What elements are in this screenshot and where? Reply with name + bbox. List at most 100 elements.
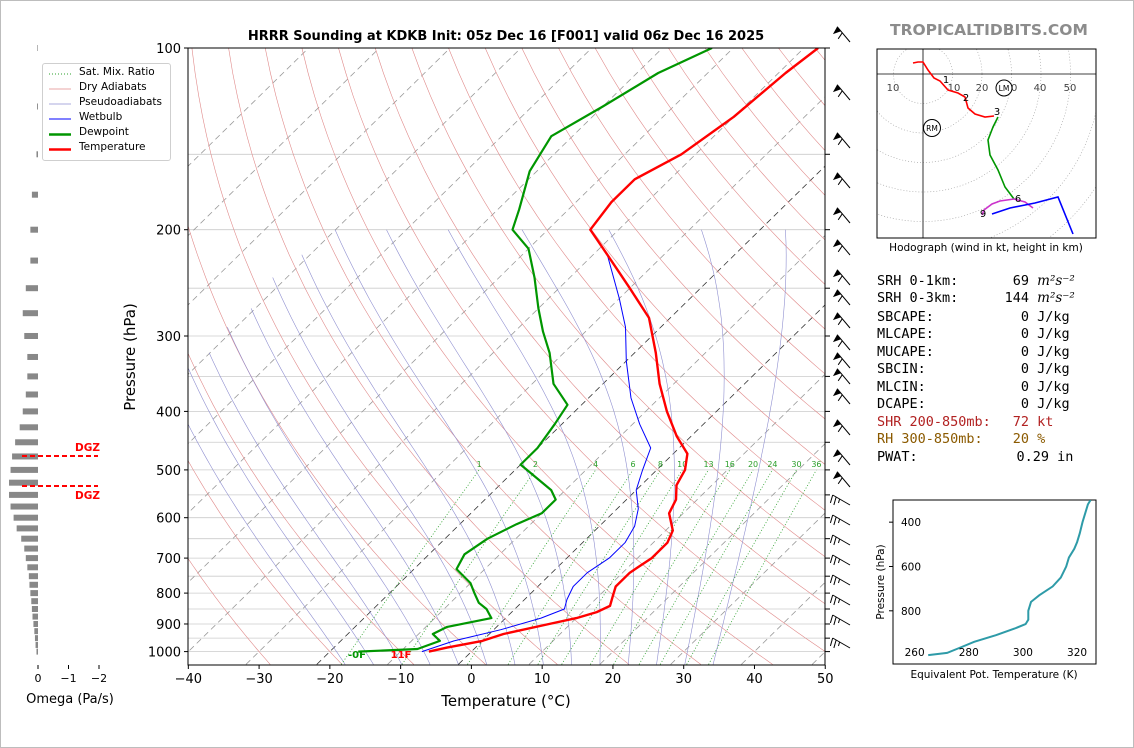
x-tick-label: 40 <box>746 672 763 687</box>
barb-flag <box>832 471 842 480</box>
barb-flag <box>832 388 842 397</box>
wind-barb <box>832 172 851 189</box>
mixing-ratio-label: 1 <box>477 460 482 469</box>
pseudoadiabat <box>386 229 572 665</box>
stat-mlcin: MLCIN: 0 J/kg <box>877 379 1070 396</box>
wind-barb <box>832 368 851 385</box>
dry-adiabat <box>411 48 825 558</box>
barb-feather <box>837 518 841 524</box>
barb-flag <box>832 172 842 181</box>
theta-e-panel: 260 280 300 320 400 600 800 <box>889 499 1097 665</box>
barb-feather <box>829 574 834 584</box>
wind-barb <box>832 239 851 256</box>
omega-bar <box>16 525 38 532</box>
stat-label: SHR 200-850mb: <box>877 414 991 430</box>
barb-feather <box>837 538 841 544</box>
dry-adiabat <box>594 48 825 330</box>
right-mover-marker <box>923 119 941 137</box>
mixing-ratio-label: 2 <box>533 460 538 469</box>
hodograph-xlabel: Hodograph (wind in kt, height in km) <box>889 242 1083 254</box>
y-tick-label: 400 <box>156 405 181 420</box>
stat-unit: kt <box>1037 414 1054 430</box>
stat-mlcape: MLCAPE: 0 J/kg <box>877 326 1070 343</box>
omega-bar <box>21 535 38 542</box>
stat-rh: RH 300-850mb: 20 % <box>877 431 1045 448</box>
dry-adiabat <box>448 48 825 511</box>
stat-label: DCAPE: <box>877 396 926 412</box>
barb-feather <box>837 374 843 382</box>
barb-feather <box>829 494 834 504</box>
isotherm <box>316 165 825 665</box>
theta-y-tick-label: 400 <box>901 517 921 529</box>
mixing-ratio-label: 20 <box>748 460 758 469</box>
barb-feather <box>829 534 834 544</box>
hodograph-height-label: 2 <box>963 93 969 104</box>
skewt-series: -0F 11F <box>348 48 819 661</box>
omega-bar <box>30 226 38 233</box>
stat-value: 69 <box>1012 273 1029 289</box>
omega-bar <box>25 555 38 562</box>
omega-bar <box>31 191 38 198</box>
barb-staff <box>832 534 851 546</box>
mixing-ratio-label: 36 <box>811 460 821 469</box>
wind-barb <box>832 269 851 286</box>
barb-feather <box>829 514 834 524</box>
barb-flag <box>832 334 842 343</box>
barb-feather <box>833 596 837 606</box>
omega-bar <box>30 257 38 264</box>
mixing-ratio-line <box>340 469 480 665</box>
barb-feather <box>837 358 843 366</box>
legend-label: Pseudoadiabats <box>79 96 162 108</box>
y-tick-label: 800 <box>156 587 181 602</box>
wind-barbs <box>829 26 851 649</box>
hodograph-ring-label: 40 <box>1034 83 1047 94</box>
dry-adiabat <box>188 352 414 665</box>
isotherm <box>188 48 592 445</box>
barb-staff <box>832 614 851 626</box>
hodograph-grid: 101020304050 <box>877 49 1096 238</box>
hodograph-height-label: 3 <box>994 107 1000 118</box>
wind-barb <box>832 334 851 351</box>
omega-bar <box>25 285 38 292</box>
theta-e-border <box>892 499 1097 665</box>
stat-label: SBCAPE: <box>877 309 934 325</box>
isotherm <box>188 48 663 514</box>
omega-tick-label: 0 <box>35 672 42 685</box>
left-mover-marker <box>995 79 1013 97</box>
pseudoadiabat <box>301 254 516 665</box>
dry-adiabat <box>191 48 558 665</box>
stat-sbcape: SBCAPE: 0 J/kg <box>877 309 1070 326</box>
y-tick-label: 500 <box>156 464 181 479</box>
hodograph-ring-label: 10 <box>887 83 900 94</box>
theta-e-line <box>928 500 1092 657</box>
barb-feather <box>837 275 843 283</box>
theta-y-tick-label: 600 <box>901 561 921 573</box>
theta-ylabel: Pressure (hPa) <box>875 544 887 619</box>
barb-feather <box>837 618 841 624</box>
surface-dewpoint-label: -0F <box>348 650 366 661</box>
barb-flag <box>832 26 842 35</box>
omega-bar <box>32 613 38 620</box>
dewpoint-line <box>358 48 713 653</box>
stat-unit: J/kg <box>1037 396 1070 412</box>
wind-barb <box>832 388 851 405</box>
wind-barb <box>832 449 851 466</box>
surface-temperature-label: 11F <box>391 650 412 661</box>
y-tick-label: 900 <box>156 618 181 633</box>
theta-x-tick-label: 280 <box>959 647 979 659</box>
barb-feather <box>833 536 837 546</box>
omega-bar <box>27 353 38 360</box>
mixing-ratio-line <box>401 469 536 665</box>
stat-label: PWAT: <box>877 449 918 465</box>
mixing-ratio-line <box>638 469 754 665</box>
omega-bar <box>24 545 38 552</box>
stat-label: SRH 0-1km: <box>877 273 959 289</box>
isotherm <box>245 96 825 665</box>
pseudoadiabat <box>447 229 601 665</box>
barb-staff <box>832 574 851 586</box>
dry-adiabat <box>188 224 486 665</box>
hodograph-0-3km <box>912 61 995 118</box>
omega-bar <box>15 439 38 446</box>
wind-barb <box>829 554 851 566</box>
